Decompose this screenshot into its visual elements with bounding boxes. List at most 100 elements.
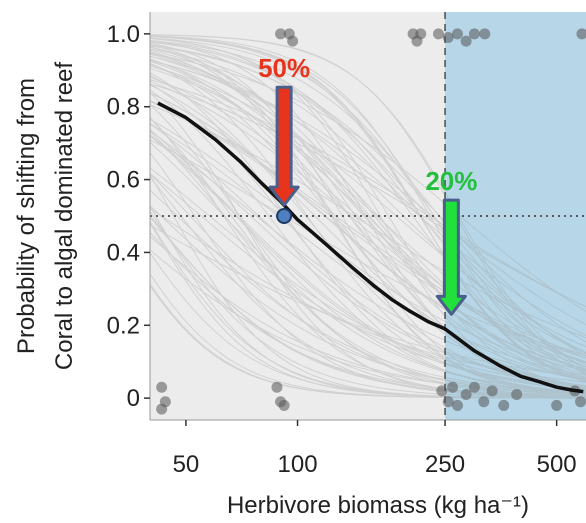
labels: Herbivore biomass (kg ha⁻¹) Probability … — [13, 62, 529, 519]
annotation-label-2: 20% — [425, 166, 477, 196]
posterior-curve — [149, 52, 586, 381]
posterior-curve — [149, 118, 586, 372]
fitted-curve — [157, 101, 584, 394]
posterior-curve — [149, 42, 586, 395]
observations — [156, 28, 586, 415]
y-tick-label: 0.2 — [107, 312, 140, 339]
observation-point — [479, 28, 491, 40]
observation-point — [278, 399, 290, 411]
posterior-curve — [149, 53, 586, 378]
axes: 0 0.2 0.4 0.6 0.8 1.0 50 100 250 500 — [107, 12, 586, 478]
y-tick-label: 0 — [127, 385, 140, 412]
posterior-curve — [149, 55, 586, 371]
observation-point — [442, 32, 454, 43]
x-tick-label: 50 — [173, 451, 200, 478]
posterior-curve — [149, 60, 586, 326]
observation-point — [575, 396, 586, 408]
posterior-curve — [149, 55, 586, 354]
posterior-curve — [149, 167, 586, 388]
observation-point — [447, 381, 459, 393]
y-axis-title-line2: Coral to algal dominated reef — [51, 62, 78, 371]
x-tick-label: 100 — [278, 451, 318, 478]
posterior-curve — [149, 34, 586, 373]
posterior-curve — [149, 139, 586, 356]
plot-area: 50% 20% — [149, 12, 586, 420]
posterior-curve — [149, 173, 586, 389]
observation-point — [287, 35, 299, 47]
posterior-curve — [149, 46, 586, 396]
observation-point — [451, 399, 463, 411]
observation-point — [432, 28, 444, 40]
posterior-curve — [149, 129, 586, 394]
posterior-curve — [149, 100, 586, 356]
posterior-curve — [149, 67, 586, 359]
y-tick-label: 0.4 — [107, 239, 140, 266]
posterior-curve — [149, 224, 586, 379]
posterior-curve — [149, 92, 586, 370]
observation-point — [275, 28, 287, 40]
posterior-curve — [149, 92, 586, 370]
posterior-curve — [149, 40, 586, 393]
observation-point — [451, 28, 463, 40]
observation-point — [576, 28, 586, 40]
observation-point — [436, 385, 448, 397]
posterior-curve — [149, 134, 586, 391]
posterior-curve — [149, 65, 586, 348]
annotation-arrow-1 — [268, 85, 300, 207]
x-tick-label: 250 — [425, 451, 465, 478]
posterior-curve — [149, 53, 586, 312]
posterior-curve — [149, 104, 586, 338]
posterior-curve — [149, 38, 586, 389]
posterior-curve — [149, 36, 586, 375]
posterior-curve — [149, 35, 586, 383]
y-axis-title-line1: Probability of shifting from — [13, 78, 40, 354]
posterior-curve — [149, 45, 586, 343]
posterior-curve — [149, 123, 586, 376]
posterior-curve — [149, 35, 586, 380]
posterior-curve — [149, 60, 586, 382]
x-tick-label: 500 — [537, 451, 577, 478]
observation-point — [498, 399, 510, 411]
posterior-curve — [149, 83, 586, 308]
posterior-curve — [149, 41, 586, 365]
posterior-curve — [149, 34, 586, 370]
observation-point — [156, 403, 168, 415]
posterior-curve — [149, 62, 586, 394]
posterior-curve — [149, 205, 586, 395]
posterior-curve — [149, 72, 586, 396]
observation-point — [460, 35, 472, 47]
observation-point — [486, 385, 498, 397]
posterior-curve — [149, 80, 586, 364]
posterior-curve — [149, 44, 586, 396]
posterior-curve — [149, 135, 586, 380]
observation-point — [468, 381, 480, 393]
posterior-curve — [149, 84, 586, 382]
posterior-curve — [149, 63, 586, 387]
posterior-curve — [149, 142, 586, 394]
posterior-curve — [149, 75, 586, 390]
y-tick-label: 1.0 — [107, 21, 140, 48]
observation-point — [271, 381, 283, 393]
posterior-curve — [149, 189, 586, 394]
posterior-curve — [149, 135, 586, 391]
posterior-curve — [149, 51, 586, 389]
posterior-curve — [149, 35, 586, 383]
posterior-curve — [149, 49, 586, 380]
posterior-curve — [149, 76, 586, 363]
posterior-curve — [149, 89, 586, 395]
posterior-curve — [149, 59, 586, 375]
x-axis-title: Herbivore biomass (kg ha⁻¹) — [227, 492, 529, 519]
annotation-label-1: 50% — [258, 53, 310, 83]
y-tick-label: 0.6 — [107, 167, 140, 194]
posterior-curve — [149, 100, 586, 359]
posterior-curve — [149, 44, 586, 354]
posterior-curve — [149, 40, 586, 373]
observation-point — [551, 399, 563, 411]
annotation-arrow-2 — [435, 198, 467, 316]
observation-point — [415, 28, 427, 40]
posterior-curve — [149, 39, 586, 357]
threshold-point — [276, 208, 293, 224]
observation-point — [442, 396, 454, 408]
posterior-curve — [149, 36, 586, 382]
